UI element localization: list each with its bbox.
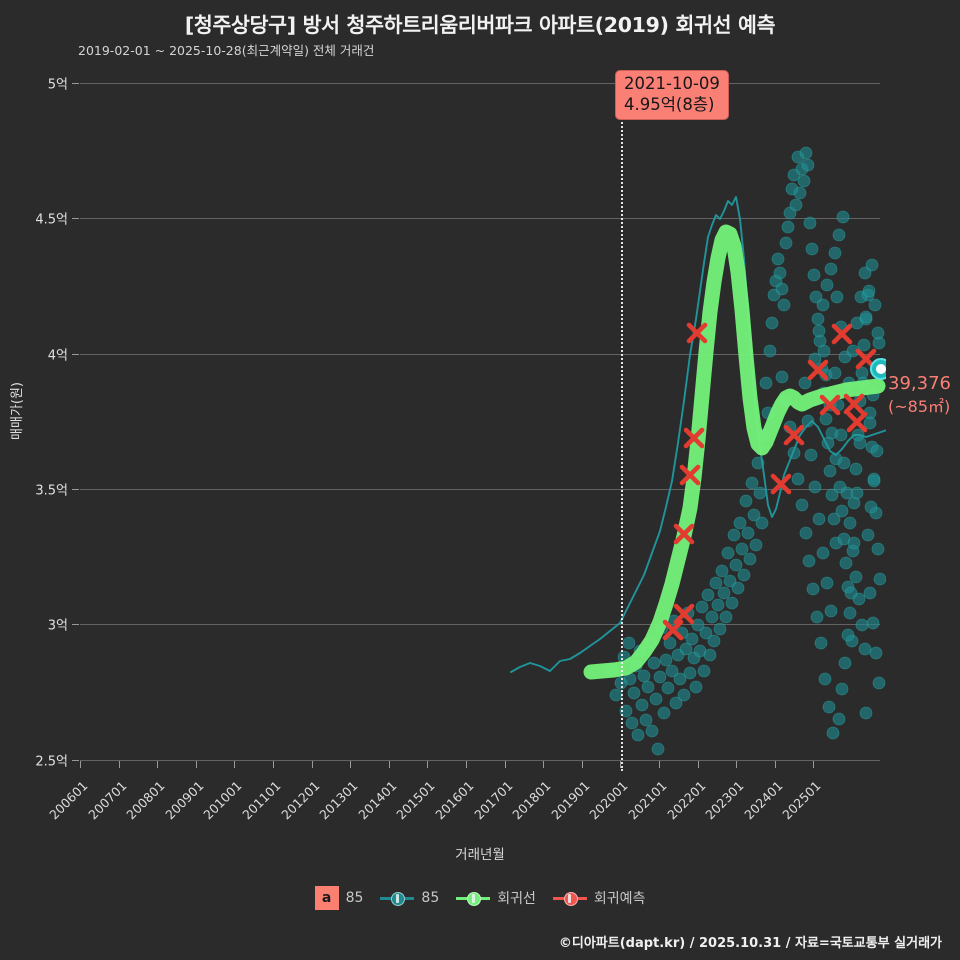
y-tick-label: 2.5억 [35, 754, 68, 770]
y-tick-label: 4.5억 [35, 212, 68, 228]
trend-line [510, 196, 886, 673]
x-tick-mark [80, 761, 81, 768]
y-tick-mark [72, 218, 79, 219]
x-tick-mark [195, 761, 197, 768]
legend-label-prediction: 회귀예측 [593, 891, 646, 907]
predict-dot-icon [552, 891, 587, 906]
x-tick-mark [736, 761, 738, 768]
gridline [80, 218, 880, 219]
y-tick-label: 3.5억 [35, 483, 68, 499]
scatter-dot-icon [380, 891, 415, 906]
y-tick-label: 5억 [47, 77, 68, 93]
endpoint-value-label: 39,376 (~85㎡) [888, 372, 951, 417]
legend-item-85[interactable]: 85 [380, 890, 439, 906]
page-title: [청주상당구] 방서 청주하트리움리버파크 아파트(2019) 회귀선 예측 [184, 13, 776, 37]
y-tick-mark [72, 354, 79, 355]
gridline [80, 760, 880, 761]
y-tick-label: 4억 [47, 348, 68, 364]
legend-label-regression: 회귀선 [497, 891, 536, 907]
x-tick-mark [659, 761, 660, 768]
legend-label-85: 85 [421, 890, 440, 906]
x-tick-mark [311, 761, 313, 768]
x-tick-mark [543, 761, 545, 768]
x-tick-mark [273, 761, 274, 768]
legend-badge-a: a [314, 886, 339, 910]
gridline [80, 354, 880, 355]
chart-legend: a 85 85 회귀선 회귀예측 [0, 886, 960, 910]
peak-annotation-date: 2021-10-09 [624, 74, 720, 93]
endpoint-value: 39,376 [888, 373, 951, 394]
gridline [80, 489, 880, 490]
x-tick-mark [504, 761, 506, 768]
peak-annotation-price: 4.95억(8층) [624, 94, 715, 114]
x-tick-mark [697, 761, 699, 768]
footer-credit: ©디아파트(dapt.kr) / 2025.10.31 / 자료=국토교통부 실… [558, 936, 942, 951]
legend-item-badge[interactable]: a 85 [314, 886, 364, 910]
y-tick-label: 3억 [47, 618, 68, 634]
gridline [80, 83, 880, 84]
prediction-markers [662, 322, 877, 641]
peak-annotation-tooltip: 2021-10-09 4.95억(8층) [615, 70, 729, 121]
endpoint-area: (~85㎡) [888, 396, 951, 416]
chart-subtitle: 2019-02-01 ~ 2025-10-28(최근계약일) 전체 거래건 [78, 43, 375, 58]
x-tick-mark [157, 761, 159, 768]
y-tick-mark [72, 760, 79, 761]
y-tick-mark [72, 489, 79, 490]
vertical-marker-line [621, 83, 623, 771]
y-tick-mark [72, 624, 79, 625]
x-tick-mark [581, 761, 583, 768]
regression-line [583, 224, 886, 680]
gridline [80, 624, 880, 625]
x-tick-mark [388, 761, 390, 768]
x-tick-mark [466, 761, 467, 768]
x-tick-mark [774, 761, 776, 768]
y-axis-title: 매매가(원) [10, 382, 25, 440]
endpoint-marker [870, 358, 886, 380]
y-tick-mark [72, 83, 79, 84]
x-tick-mark [813, 761, 815, 768]
x-tick-mark [118, 761, 120, 768]
x-axis-title: 거래년월 [455, 847, 505, 863]
legend-badge-label: 85 [345, 890, 364, 906]
legend-item-regression[interactable]: 회귀선 [456, 888, 536, 908]
line-dot-icon [456, 891, 491, 906]
x-tick-mark [427, 761, 429, 768]
data-layer [510, 146, 886, 756]
x-tick-mark [234, 761, 236, 768]
legend-item-prediction[interactable]: 회귀예측 [552, 888, 646, 908]
x-tick-mark [620, 761, 622, 768]
scatter-series-85 [604, 146, 886, 756]
plot-area [80, 83, 886, 761]
x-tick-mark [350, 761, 352, 768]
